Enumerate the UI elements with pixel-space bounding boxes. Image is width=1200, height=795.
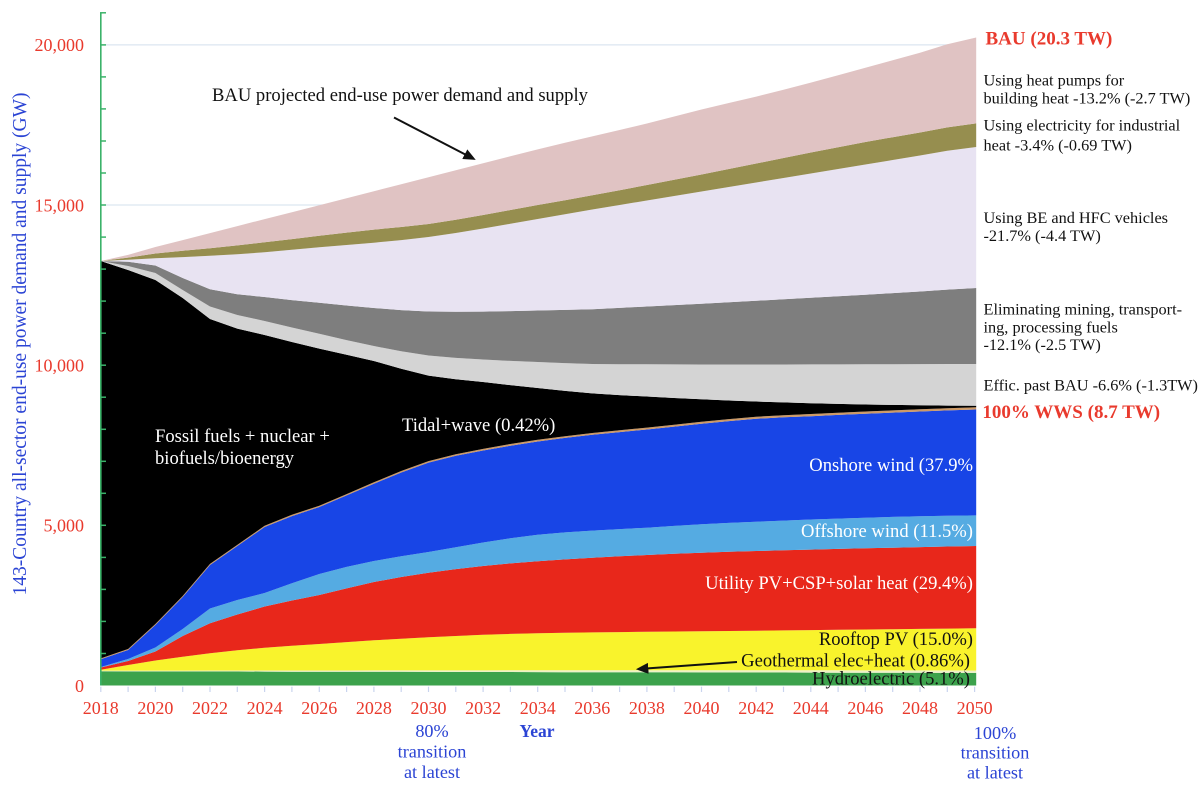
svg-text:-12.1% (-2.5 TW): -12.1% (-2.5 TW)	[984, 335, 1101, 354]
svg-text:0: 0	[75, 676, 84, 696]
svg-text:Offshore wind (11.5%): Offshore wind (11.5%)	[801, 521, 973, 542]
svg-text:at latest: at latest	[967, 763, 1023, 783]
svg-text:building heat -13.2% (-2.7 TW): building heat -13.2% (-2.7 TW)	[984, 89, 1191, 108]
svg-text:2048: 2048	[902, 698, 938, 718]
svg-text:15,000: 15,000	[35, 195, 85, 215]
svg-text:biofuels/bioenergy: biofuels/bioenergy	[155, 448, 295, 469]
svg-text:Effic. past BAU -6.6% (-1.3TW): Effic. past BAU -6.6% (-1.3TW)	[984, 376, 1198, 395]
svg-text:20,000: 20,000	[35, 35, 85, 55]
svg-text:2040: 2040	[684, 698, 720, 718]
svg-text:Utility PV+CSP+solar heat (29.: Utility PV+CSP+solar heat (29.4%)	[705, 573, 973, 594]
svg-text:2046: 2046	[847, 698, 883, 718]
svg-text:Onshore wind (37.9%: Onshore wind (37.9%	[809, 455, 973, 476]
svg-text:2042: 2042	[738, 698, 774, 718]
svg-text:2036: 2036	[574, 698, 610, 718]
svg-text:heat -3.4% (-0.69 TW): heat -3.4% (-0.69 TW)	[984, 136, 1132, 155]
svg-text:2034: 2034	[520, 698, 556, 718]
svg-text:Using electricity for industri: Using electricity for industrial	[984, 116, 1181, 135]
svg-text:Eliminating mining, transport-: Eliminating mining, transport-	[984, 300, 1183, 319]
svg-text:Tidal+wave (0.42%): Tidal+wave (0.42%)	[402, 415, 555, 436]
svg-text:at latest: at latest	[404, 762, 460, 782]
svg-text:100%: 100%	[974, 723, 1016, 743]
svg-text:143-Country all-sector end-use: 143-Country all-sector end-use power dem…	[10, 92, 31, 595]
svg-text:5,000: 5,000	[44, 516, 85, 536]
svg-text:2022: 2022	[192, 698, 228, 718]
svg-text:ing, processing fuels: ing, processing fuels	[984, 317, 1118, 336]
svg-text:2030: 2030	[411, 698, 447, 718]
svg-text:Using heat pumps for: Using heat pumps for	[984, 70, 1125, 89]
svg-text:Rooftop PV (15.0%): Rooftop PV (15.0%)	[819, 629, 973, 650]
svg-text:2028: 2028	[356, 698, 392, 718]
svg-text:Geothermal elec+heat (0.86%): Geothermal elec+heat (0.86%)	[741, 651, 970, 672]
svg-text:100% WWS (8.7 TW): 100% WWS (8.7 TW)	[982, 402, 1160, 423]
svg-text:2038: 2038	[629, 698, 665, 718]
svg-text:2018: 2018	[83, 698, 119, 718]
svg-text:transition: transition	[398, 742, 467, 762]
svg-text:transition: transition	[961, 743, 1030, 763]
svg-text:-21.7% (-4.4 TW): -21.7% (-4.4 TW)	[984, 226, 1101, 245]
svg-text:Hydroelectric (5.1%): Hydroelectric (5.1%)	[812, 669, 970, 690]
svg-text:Year: Year	[520, 721, 555, 741]
svg-text:2032: 2032	[465, 698, 501, 718]
svg-text:2024: 2024	[247, 698, 283, 718]
svg-text:2044: 2044	[793, 698, 829, 718]
svg-text:BAU projected end-use power de: BAU projected end-use power demand and s…	[212, 85, 589, 106]
svg-text:Fossil fuels + nuclear +: Fossil fuels + nuclear +	[155, 426, 330, 447]
svg-text:Using BE and HFC vehicles: Using BE and HFC vehicles	[984, 208, 1169, 227]
svg-text:BAU (20.3 TW): BAU (20.3 TW)	[986, 29, 1113, 50]
svg-text:2050: 2050	[957, 698, 993, 718]
svg-text:2020: 2020	[137, 698, 173, 718]
svg-text:80%: 80%	[415, 721, 448, 741]
svg-text:2026: 2026	[301, 698, 337, 718]
svg-text:10,000: 10,000	[35, 356, 85, 376]
